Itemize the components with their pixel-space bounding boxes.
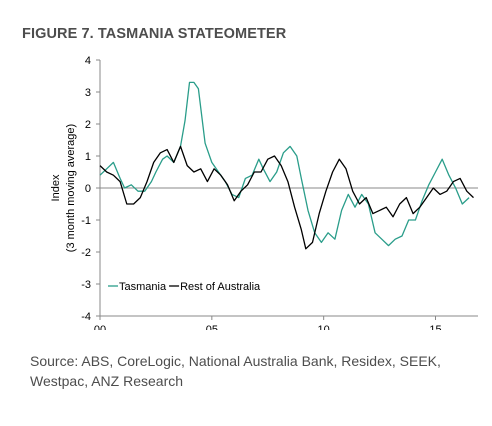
y-tick-label: -1: [81, 215, 91, 227]
x-tick-label: 15: [429, 324, 441, 330]
y-tick-label: -2: [81, 247, 91, 259]
legend-label: Tasmania: [119, 281, 167, 293]
y-tick-label: 2: [85, 119, 91, 131]
chart-series: [99, 81, 474, 250]
y-tick-label: -4: [81, 311, 91, 323]
y-tick-label: -3: [81, 279, 91, 291]
legend-label: Rest of Australia: [180, 281, 261, 293]
figure-title: FIGURE 7. TASMANIA STATEOMETER: [22, 26, 287, 42]
series-line-rest-of-australia: [99, 145, 474, 250]
source-note: Source: ABS, CoreLogic, National Austral…: [30, 353, 441, 389]
x-tick-label: 10: [318, 324, 330, 330]
x-tick-label: 00: [94, 324, 106, 330]
y-tick-label: 4: [85, 55, 91, 67]
y-axis-label: Index (3 month moving average): [50, 124, 77, 252]
y-axis-label-line: (3 month moving average): [65, 124, 77, 252]
y-tick-label: 3: [85, 87, 91, 99]
y-tick-label: 0: [85, 183, 91, 195]
y-axis-label-line: Index: [50, 174, 62, 201]
series-line-tasmania: [99, 81, 470, 247]
y-tick-label: 1: [85, 151, 91, 163]
x-tick-label: 05: [206, 324, 218, 330]
line-chart: Index (3 month moving average) 43210-1-2-…: [50, 55, 478, 330]
chart-legend: Tasmania Rest of Australia: [108, 281, 261, 293]
